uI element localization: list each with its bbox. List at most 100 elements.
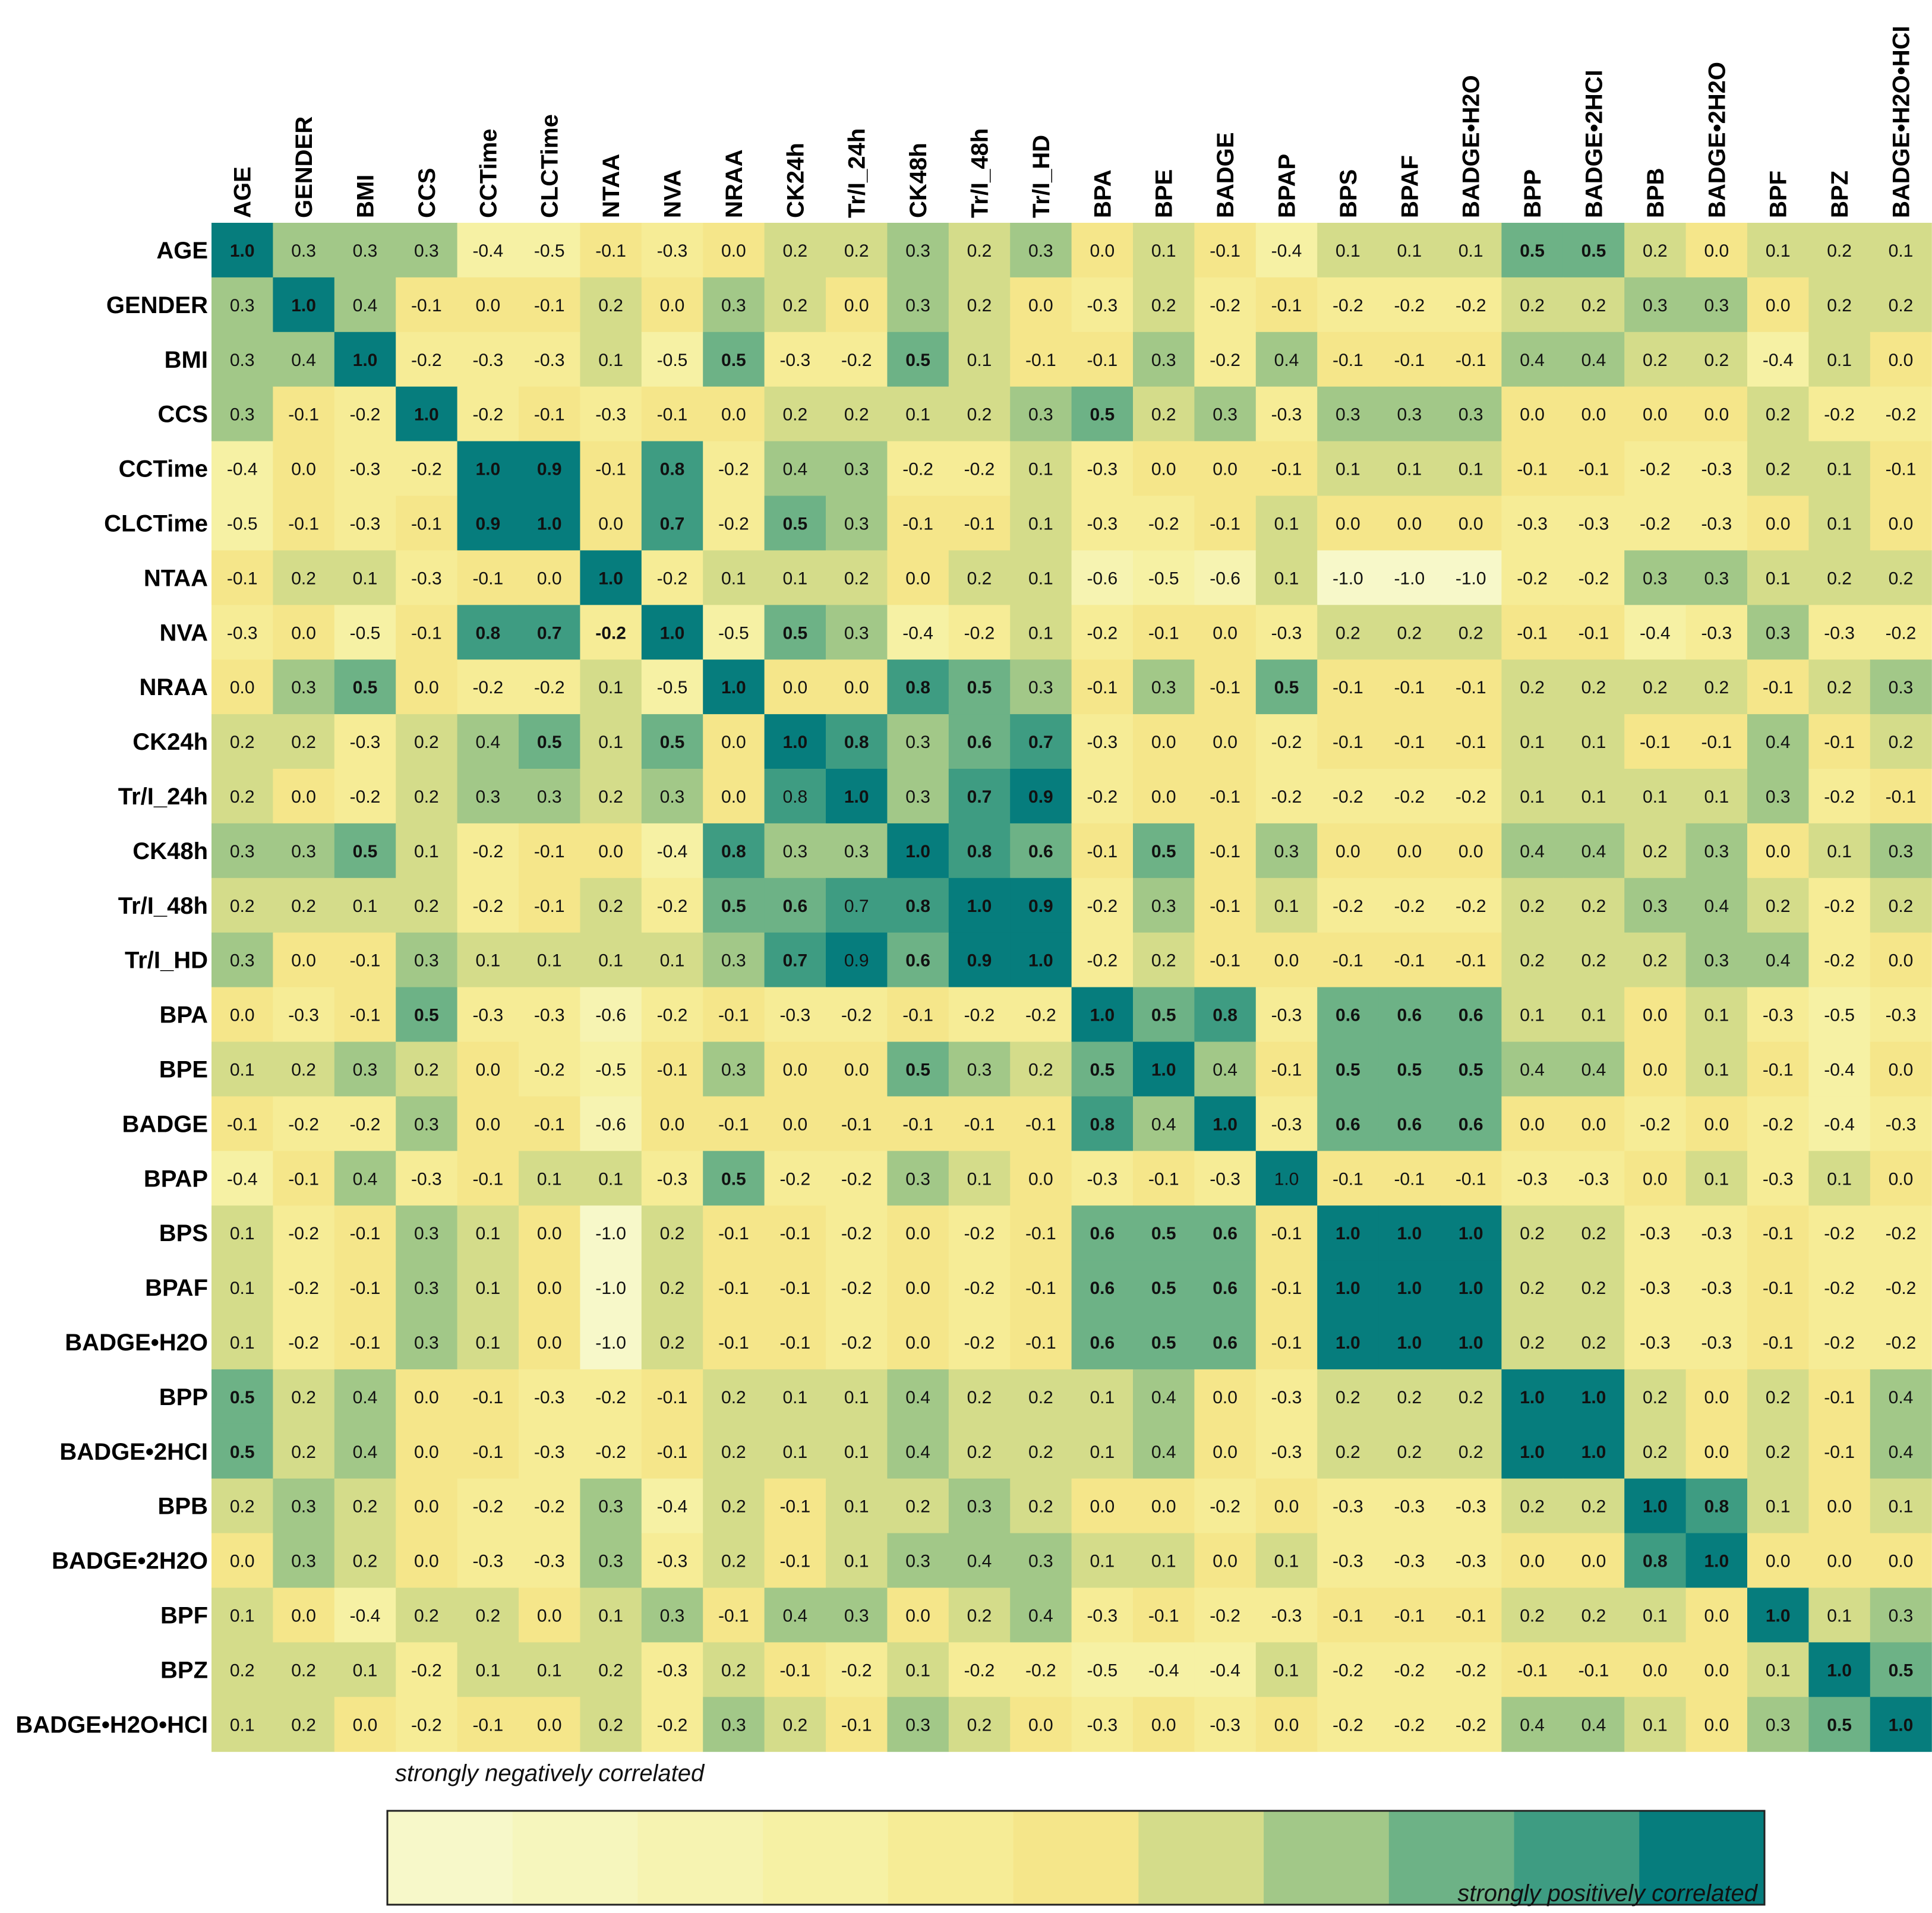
heatmap-cell [1378, 605, 1441, 660]
heatmap-cell [1010, 1533, 1072, 1589]
cell-value-label: 1.0 [1213, 1115, 1238, 1134]
heatmap-cell [1194, 932, 1257, 988]
cell-value-label: 0.1 [475, 1279, 500, 1298]
heatmap-cell [1440, 1041, 1502, 1097]
cell-value-label: -0.1 [718, 1606, 749, 1625]
cell-value-label: 1.0 [1397, 1333, 1422, 1353]
cell-value-label: 1.0 [844, 787, 869, 807]
heatmap-cell [1685, 1315, 1748, 1370]
cell-value-label: 0.1 [1459, 460, 1483, 479]
legend-swatch [1138, 1811, 1264, 1905]
heatmap-cell [1624, 1423, 1687, 1479]
cell-value-label: 0.2 [230, 896, 255, 916]
heatmap-cell [1747, 1205, 1809, 1261]
heatmap-cell [1378, 223, 1441, 278]
heatmap-cell [948, 441, 1011, 497]
heatmap-cell [580, 1587, 642, 1643]
cell-value-label: 0.3 [230, 296, 255, 315]
heatmap-cell [1870, 1041, 1932, 1097]
heatmap-cell [1378, 1423, 1441, 1479]
heatmap-cell [1501, 1642, 1564, 1697]
cell-value-label: -1.0 [595, 1333, 626, 1353]
column-label: BADGE•2H2O [1704, 62, 1730, 218]
cell-value-label: 0.0 [1643, 1060, 1668, 1079]
column-label: CLCTime [537, 114, 563, 218]
heatmap-cell [273, 332, 335, 387]
heatmap-cells [211, 223, 1932, 1752]
cell-value-label: -0.1 [1210, 951, 1240, 971]
heatmap-cell [1501, 277, 1564, 333]
heatmap-cell [826, 1423, 888, 1479]
cell-value-label: 0.9 [1028, 896, 1053, 916]
heatmap-cell [948, 1096, 1011, 1151]
heatmap-cell [1133, 987, 1195, 1043]
cell-value-label: -0.1 [411, 623, 442, 643]
cell-value-label: -0.2 [1824, 951, 1855, 971]
cell-value-label: -0.3 [534, 1442, 565, 1462]
heatmap-cell [1501, 987, 1564, 1043]
heatmap-cell [211, 441, 273, 497]
heatmap-cell [948, 1205, 1011, 1261]
heatmap-cell [580, 823, 642, 879]
heatmap-cell [826, 277, 888, 333]
cell-value-label: -0.4 [1763, 351, 1794, 370]
cell-value-label: 0.3 [905, 296, 930, 315]
heatmap-cell [703, 714, 765, 769]
heatmap-cell [826, 550, 888, 605]
heatmap-cell [1317, 1041, 1379, 1097]
heatmap-cell [948, 1260, 1011, 1315]
heatmap-cell [826, 605, 888, 660]
heatmap-cell [457, 877, 519, 933]
heatmap-cell [1870, 1533, 1932, 1589]
heatmap-cell [826, 987, 888, 1043]
heatmap-cell [1010, 1478, 1072, 1534]
heatmap-cell [211, 1587, 273, 1643]
heatmap-cell [211, 277, 273, 333]
cell-value-label: -0.2 [350, 787, 381, 807]
heatmap-cell [1378, 1587, 1441, 1643]
heatmap-cell [1194, 1205, 1257, 1261]
cell-value-label: 0.3 [598, 1497, 623, 1517]
cell-value-label: -0.3 [1763, 1006, 1794, 1025]
cell-value-label: -0.2 [1333, 896, 1363, 916]
heatmap-cell [1624, 495, 1687, 551]
cell-value-label: -0.2 [1394, 1715, 1425, 1735]
heatmap-cell [273, 714, 335, 769]
heatmap-cell [396, 659, 458, 715]
heatmap-cell [1624, 1587, 1687, 1643]
cell-value-label: 0.1 [1336, 460, 1360, 479]
heatmap-cell [1378, 1260, 1441, 1315]
cell-value-label: -0.1 [411, 296, 442, 315]
row-label: BPAP [144, 1166, 208, 1192]
heatmap-cell [641, 1205, 703, 1261]
heatmap-cell [1685, 1151, 1748, 1206]
cell-value-label: 0.0 [1520, 1552, 1545, 1571]
cell-value-label: -0.3 [1763, 1169, 1794, 1189]
cell-value-label: 0.5 [1090, 405, 1115, 425]
cell-value-label: -0.3 [1517, 1169, 1548, 1189]
cell-value-label: -0.1 [1763, 1333, 1794, 1353]
heatmap-cell [1501, 1697, 1564, 1752]
cell-value-label: -0.2 [657, 896, 688, 916]
heatmap-cell [826, 932, 888, 988]
column-label: NRAA [721, 149, 747, 218]
heatmap-cell [1010, 659, 1072, 715]
cell-value-label: 0.1 [844, 1497, 869, 1517]
heatmap-cell [519, 932, 580, 988]
legend-swatch [637, 1811, 763, 1905]
cell-value-label: 0.2 [414, 733, 439, 752]
cell-value-label: -0.1 [1087, 351, 1117, 370]
cell-value-label: 0.0 [230, 678, 255, 697]
cell-value-label: -0.2 [1210, 351, 1240, 370]
cell-value-label: 0.3 [291, 842, 316, 861]
heatmap-cell [1133, 714, 1195, 769]
heatmap-cell [273, 495, 335, 551]
cell-value-label: -0.3 [657, 1661, 688, 1680]
cell-value-label: -0.3 [1456, 1497, 1486, 1517]
heatmap-cell [1255, 1423, 1318, 1479]
heatmap-cell [887, 1260, 949, 1315]
column-label: NTAA [598, 154, 624, 218]
cell-value-label: 0.1 [230, 1279, 255, 1298]
column-label: BPP [1520, 169, 1546, 218]
column-label: BPS [1336, 169, 1362, 218]
